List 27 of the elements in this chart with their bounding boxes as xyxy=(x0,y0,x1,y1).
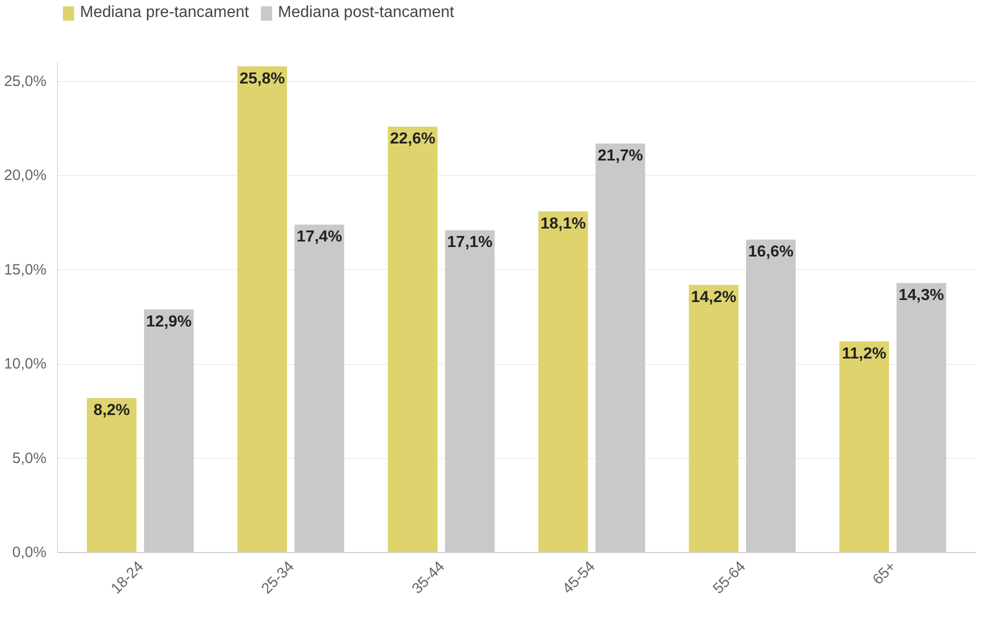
y-tick-label: 15,0% xyxy=(4,261,47,278)
data-label: 17,4% xyxy=(296,228,342,246)
y-tick-label: 20,0% xyxy=(4,167,47,184)
legend-label: Mediana pre-tancament xyxy=(80,4,249,22)
data-label: 17,1% xyxy=(447,234,493,252)
data-label: 12,9% xyxy=(146,313,192,330)
data-label: 18,1% xyxy=(540,215,586,232)
data-label: 25,8% xyxy=(239,70,285,88)
data-label: 22,6% xyxy=(390,130,436,148)
data-label: 8,2% xyxy=(93,402,130,419)
data-label: 21,7% xyxy=(598,148,644,165)
data-label: 14,3% xyxy=(898,287,944,304)
legend-label: Mediana post-tancament xyxy=(278,4,454,22)
data-label: 16,6% xyxy=(748,244,794,261)
y-tick-label: 0,0% xyxy=(12,544,47,561)
y-tick-label: 25,0% xyxy=(4,72,47,90)
bar xyxy=(538,211,588,552)
bar xyxy=(839,341,889,552)
bar xyxy=(688,284,738,552)
bar xyxy=(237,66,287,552)
data-label: 11,2% xyxy=(842,345,886,362)
y-tick-label: 10,0% xyxy=(4,356,47,373)
bar xyxy=(86,398,137,552)
y-tick-label: 5,0% xyxy=(12,450,47,467)
bar xyxy=(388,126,438,552)
data-label: 14,2% xyxy=(690,288,736,306)
x-tick-label: 65+ xyxy=(869,558,900,588)
